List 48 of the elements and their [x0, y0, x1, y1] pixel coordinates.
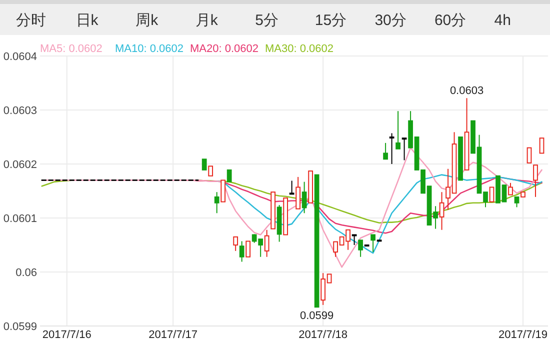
text: MA5: 0.0602: [40, 43, 102, 55]
candlestick: [220, 180, 226, 202]
y-tick-label: 0.0603: [3, 105, 37, 117]
candlestick: [370, 234, 376, 253]
candlestick: [226, 169, 232, 182]
candlestick: [396, 110, 400, 150]
candlestick: [246, 240, 251, 258]
y-tick-label: 0.0602: [3, 159, 37, 171]
annotation: 0.0599: [300, 310, 334, 322]
candlestick: [383, 142, 388, 160]
x-tick-label: 2017/7/16: [42, 329, 92, 341]
annotation: 0.0603: [450, 85, 484, 98]
x-tick-label: 2017/7/18: [298, 329, 348, 341]
candlestick: [358, 240, 363, 258]
candlestick: [402, 138, 407, 161]
candlestick: [526, 147, 532, 164]
y-tick-label: 0.0601: [3, 213, 37, 225]
text: 周k: [136, 12, 159, 29]
candlestick: [208, 166, 214, 176]
x-tick-label: 2017/7/17: [148, 329, 198, 341]
text: 分时: [16, 12, 46, 29]
y-tick-label: 0.0604: [3, 51, 37, 63]
y-tick-label: 0.0599: [3, 321, 37, 333]
candlestick: [508, 182, 513, 196]
text: 月k: [195, 12, 218, 29]
candlestick: [489, 186, 494, 202]
x-tick-label: 2017/7/19: [498, 329, 548, 341]
candlestick: [533, 164, 538, 198]
candlestick: [539, 138, 544, 154]
text: 60分: [434, 12, 466, 29]
text: 4h: [494, 12, 511, 29]
text: MA20: 0.0602: [190, 43, 258, 55]
candlestick: [389, 132, 394, 164]
text: 日k: [76, 12, 99, 29]
candlestick: [214, 192, 220, 214]
candlestick: [264, 229, 270, 258]
candlestick: [439, 192, 444, 230]
text: MA30: 0.0602: [265, 43, 334, 55]
text: 5分: [255, 12, 278, 29]
text: 15分: [314, 12, 347, 29]
candlestick: [202, 158, 207, 170]
y-tick-label: 0.06: [16, 267, 37, 279]
candlestick: [233, 236, 238, 252]
text: MA10: 0.0602: [115, 43, 184, 55]
candlestick: [514, 196, 520, 208]
text: 30分: [374, 12, 406, 29]
candlestick: [239, 240, 244, 262]
candlestick: [302, 181, 307, 214]
